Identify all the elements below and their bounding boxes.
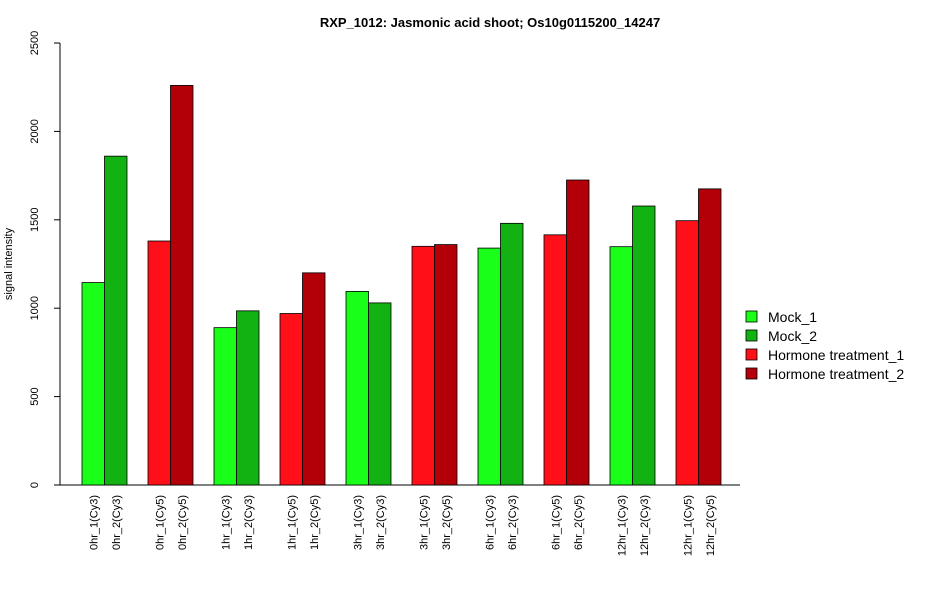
chart-title: RXP_1012: Jasmonic acid shoot; Os10g0115… [320,15,660,30]
legend-label: Hormone treatment_1 [768,347,904,363]
bar [543,234,567,486]
bar [302,272,326,486]
x-tick-label: 0hr_2(Cy3) [111,495,123,550]
bars-group [81,85,722,486]
bar [345,291,369,486]
x-tick-label: 3hr_1(Cy3) [352,495,364,550]
y-tick-label: 1500 [29,208,41,232]
x-tick-label: 1hr_1(Cy5) [286,495,298,550]
x-tick-label: 12hr_1(Cy5) [682,495,694,556]
x-tick-label: 1hr_1(Cy3) [220,495,232,550]
bar [675,220,699,486]
x-tick-label: 6hr_1(Cy3) [484,495,496,550]
y-tick-label: 2000 [29,119,41,143]
legend-swatch [745,310,758,323]
legend-label: Mock_2 [768,328,817,344]
x-tick-label: 6hr_2(Cy5) [573,495,585,550]
x-tick-label: 1hr_2(Cy5) [309,495,321,550]
legend-label: Mock_1 [768,309,817,325]
y-tick-label: 500 [29,387,41,405]
x-tick-label: 3hr_2(Cy3) [375,495,387,550]
bar [279,313,303,486]
bar [434,244,458,486]
bar [170,85,194,486]
x-tick-label: 0hr_2(Cy5) [177,495,189,550]
legend-label: Hormone treatment_2 [768,366,904,382]
bar [411,245,435,486]
y-tick-label: 1000 [29,296,41,320]
bar [500,222,524,486]
legend-swatch [745,329,758,342]
legend-swatch [745,367,758,380]
x-tick-label: 3hr_1(Cy5) [418,495,430,550]
legend: Mock_1 Mock_2 Hormone treatment_1 Hormone t… [745,309,904,382]
bar [609,246,633,486]
bar [147,240,171,486]
bar [477,247,501,486]
x-tick-label: 12hr_2(Cy5) [705,495,717,556]
bar [368,302,392,486]
x-tick-label: 3hr_2(Cy5) [441,495,453,550]
bar [104,155,128,486]
x-tick-label: 12hr_2(Cy3) [639,495,651,556]
x-tick-label: 0hr_1(Cy3) [88,495,100,550]
bar [632,205,656,486]
y-tick-label: 2500 [29,31,41,55]
x-tick-label: 12hr_1(Cy3) [616,495,628,556]
x-tick-label: 1hr_2(Cy3) [243,495,255,550]
x-tick-label: 6hr_1(Cy5) [550,495,562,550]
bar [81,282,105,486]
x-tick-labels: 0hr_1(Cy3) 0hr_2(Cy3) 0hr_1(Cy5) 0hr_2(Cy5)… [88,495,717,556]
bar [566,179,590,486]
bar [698,188,722,486]
legend-swatch [745,348,758,361]
bar [213,327,237,486]
bar [236,310,260,486]
y-axis-label: signal intensity [3,227,15,300]
x-tick-label: 6hr_2(Cy3) [507,495,519,550]
y-tick-label: 0 [29,482,41,488]
x-tick-label: 0hr_1(Cy5) [154,495,166,550]
